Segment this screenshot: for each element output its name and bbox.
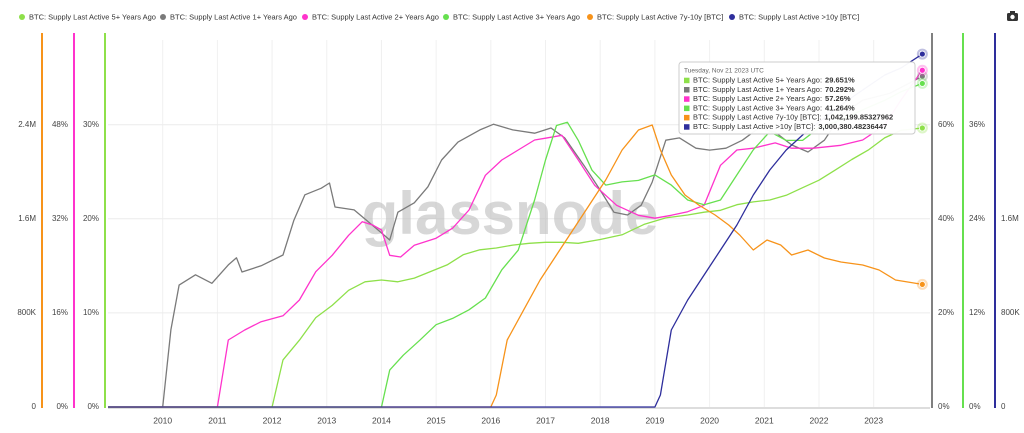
y-tick-label: 0% (56, 402, 68, 411)
hover-marker (918, 80, 926, 87)
tooltip-box (678, 61, 916, 135)
y-tick-label: 40% (938, 214, 954, 223)
legend-label: BTC: Supply Last Active >10y [BTC] (739, 12, 859, 21)
camera-icon[interactable] (1007, 11, 1018, 21)
hover-marker (918, 281, 926, 288)
series-line (108, 82, 923, 408)
tooltip-swatch (684, 96, 690, 102)
tooltip-value: 70.292% (825, 85, 855, 94)
tooltip-swatch (684, 105, 690, 112)
legend-label: BTC: Supply Last Active 3+ Years Ago (453, 12, 580, 21)
y-tick-label: 36% (969, 120, 985, 129)
tooltip-value: 3,000,380.48236447 (818, 122, 887, 131)
legend-item[interactable]: BTC: Supply Last Active 5+ Years Ago (19, 12, 156, 21)
legend-swatch (19, 14, 25, 20)
legend-item[interactable]: BTC: Supply Last Active >10y [BTC] (729, 12, 859, 21)
tooltip-item: BTC: Supply Last Active >10y [BTC]: 3,000… (693, 122, 887, 131)
legend-label: BTC: Supply Last Active 7y-10y [BTC] (597, 12, 723, 21)
camera-top (1010, 11, 1015, 14)
y-tick-label: 60% (938, 120, 954, 129)
tooltip-item: BTC: Supply Last Active 3+ Years Ago: 41.… (693, 103, 855, 112)
tooltip-label: BTC: Supply Last Active 7y-10y [BTC]: (693, 113, 821, 122)
tooltip-item: BTC: Supply Last Active 2+ Years Ago: 57.… (693, 94, 851, 103)
y-tick-label: 24% (969, 214, 985, 223)
tooltip-label: BTC: Supply Last Active >10y [BTC]: (693, 122, 815, 131)
y-tick-label: 10% (83, 308, 99, 317)
legend-label: BTC: Supply Last Active 1+ Years Ago (170, 12, 297, 21)
series-line (108, 127, 923, 408)
series-line (108, 69, 923, 408)
legend-swatch (160, 14, 166, 20)
tooltip-item: BTC: Supply Last Active 1+ Years Ago: 70.… (693, 85, 855, 94)
y-tick-label: 32% (52, 214, 68, 223)
y-tick-label: 0 (1001, 402, 1006, 411)
tooltip-label: BTC: Supply Last Active 3+ Years Ago: (693, 103, 822, 112)
legend-swatch (443, 14, 449, 20)
tooltip-value: 29.651% (825, 75, 855, 84)
y-tick-label: 2.4M (18, 120, 36, 129)
legend-item[interactable]: BTC: Supply Last Active 2+ Years Ago (302, 12, 439, 21)
camera-lens (1010, 14, 1015, 20)
watermark: glassnode (362, 180, 659, 247)
x-tick-label: 2011 (208, 415, 227, 425)
y-tick-label: 1.6M (18, 214, 36, 223)
x-tick-label: 2018 (591, 415, 610, 425)
legend-item[interactable]: BTC: Supply Last Active 7y-10y [BTC] (587, 12, 723, 21)
x-tick-label: 2014 (372, 415, 391, 425)
y-tick-label: 20% (938, 308, 954, 317)
tooltip-swatch (684, 124, 690, 130)
x-tick-label: 2015 (427, 415, 446, 425)
y-tick-label: 800K (1001, 308, 1020, 317)
tooltip-label: BTC: Supply Last Active 5+ Years Ago: (693, 75, 822, 84)
y-tick-label: 0% (938, 402, 950, 411)
y-tick-label: 0% (969, 402, 981, 411)
y-tick-label: 16% (52, 308, 68, 317)
x-tick-label: 2019 (645, 415, 664, 425)
x-tick-label: 2013 (317, 415, 336, 425)
legend-item[interactable]: BTC: Supply Last Active 3+ Years Ago (443, 12, 580, 21)
x-tick-label: 2010 (153, 415, 172, 425)
tooltip-item: BTC: Supply Last Active 5+ Years Ago: 29.… (693, 75, 855, 84)
y-tick-label: 0 (32, 402, 37, 411)
hover-marker (918, 50, 926, 58)
y-tick-label: 1.6M (1001, 214, 1019, 223)
legend-swatch (587, 14, 593, 20)
x-tick-label: 2023 (864, 415, 883, 425)
y-tick-label: 800K (17, 308, 36, 317)
tooltip-value: 41.264% (825, 103, 855, 112)
tooltip-swatch (684, 114, 690, 121)
x-tick-label: 2012 (263, 415, 282, 425)
hover-marker (918, 124, 926, 132)
tooltip-label: BTC: Supply Last Active 2+ Years Ago: (693, 94, 822, 103)
y-tick-label: 30% (83, 120, 99, 129)
series-line (108, 124, 923, 408)
tooltip-value: 57.26% (825, 94, 851, 103)
x-tick-label: 2017 (536, 415, 555, 425)
legend-swatch (302, 14, 308, 20)
tooltip-value: 1,042,199.85327962 (824, 113, 893, 122)
y-tick-label: 12% (969, 308, 985, 317)
x-tick-label: 2021 (755, 415, 774, 425)
x-tick-label: 2020 (700, 415, 719, 425)
tooltip-item: BTC: Supply Last Active 7y-10y [BTC]: 1,0… (693, 113, 893, 122)
y-tick-label: 20% (83, 214, 99, 223)
tooltip-swatch (684, 87, 690, 93)
tooltip-date: Tuesday, Nov 21 2023 UTC (684, 68, 764, 75)
legend-swatch (729, 14, 735, 20)
hover-marker (918, 66, 926, 74)
tooltip-swatch (684, 77, 690, 84)
x-tick-label: 2016 (481, 415, 500, 425)
y-tick-label: 0% (87, 402, 99, 411)
legend-label: BTC: Supply Last Active 5+ Years Ago (29, 12, 156, 21)
legend-item[interactable]: BTC: Supply Last Active 1+ Years Ago (160, 12, 297, 21)
x-tick-label: 2022 (810, 415, 829, 425)
legend-label: BTC: Supply Last Active 2+ Years Ago (312, 12, 439, 21)
y-tick-label: 48% (52, 120, 68, 129)
tooltip-label: BTC: Supply Last Active 1+ Years Ago: (693, 85, 822, 94)
